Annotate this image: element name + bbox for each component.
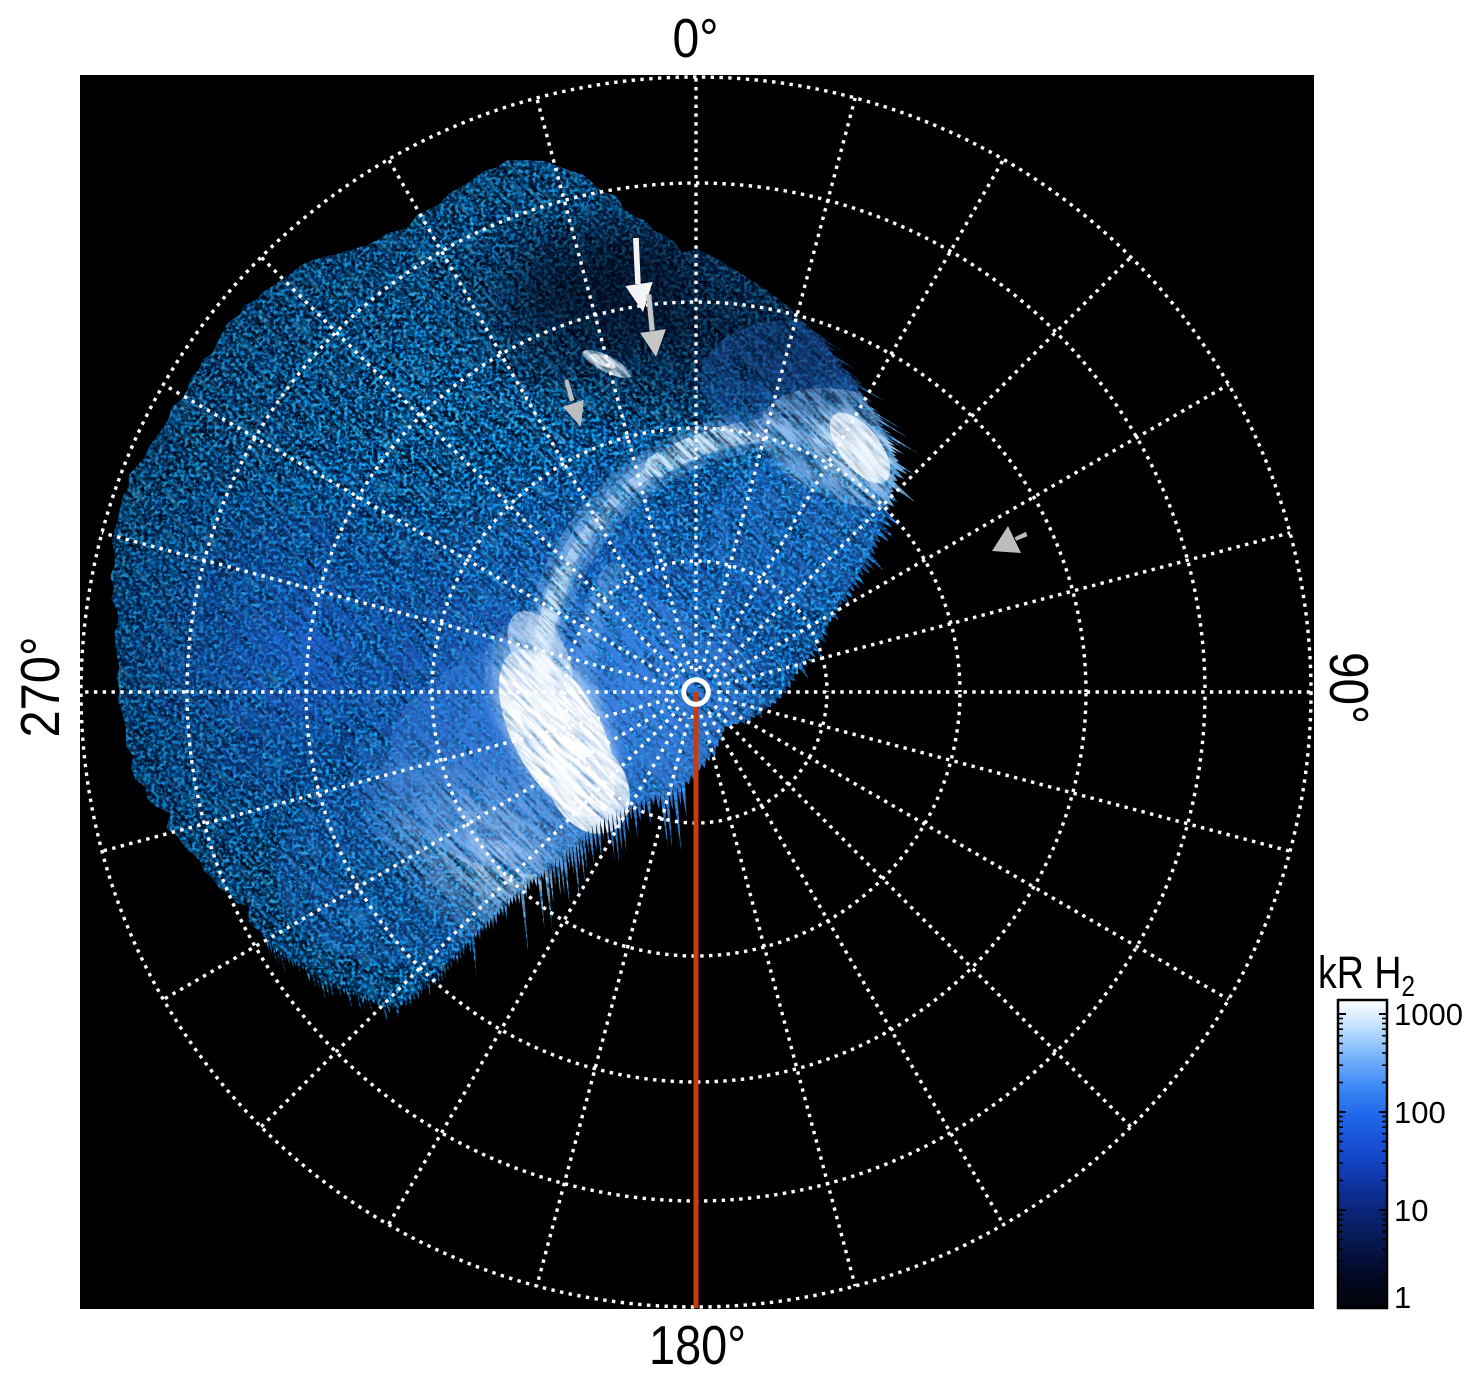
svg-text:0°: 0° (673, 7, 719, 69)
svg-text:1: 1 (1394, 1280, 1411, 1315)
svg-text:90°: 90° (1318, 652, 1380, 724)
svg-text:180°: 180° (649, 1314, 746, 1376)
svg-text:kR H2: kR H2 (1318, 947, 1415, 1003)
svg-text:270°: 270° (9, 637, 71, 738)
svg-text:10: 10 (1394, 1193, 1428, 1228)
svg-text:1000: 1000 (1394, 997, 1463, 1032)
svg-text:100: 100 (1394, 1095, 1446, 1130)
